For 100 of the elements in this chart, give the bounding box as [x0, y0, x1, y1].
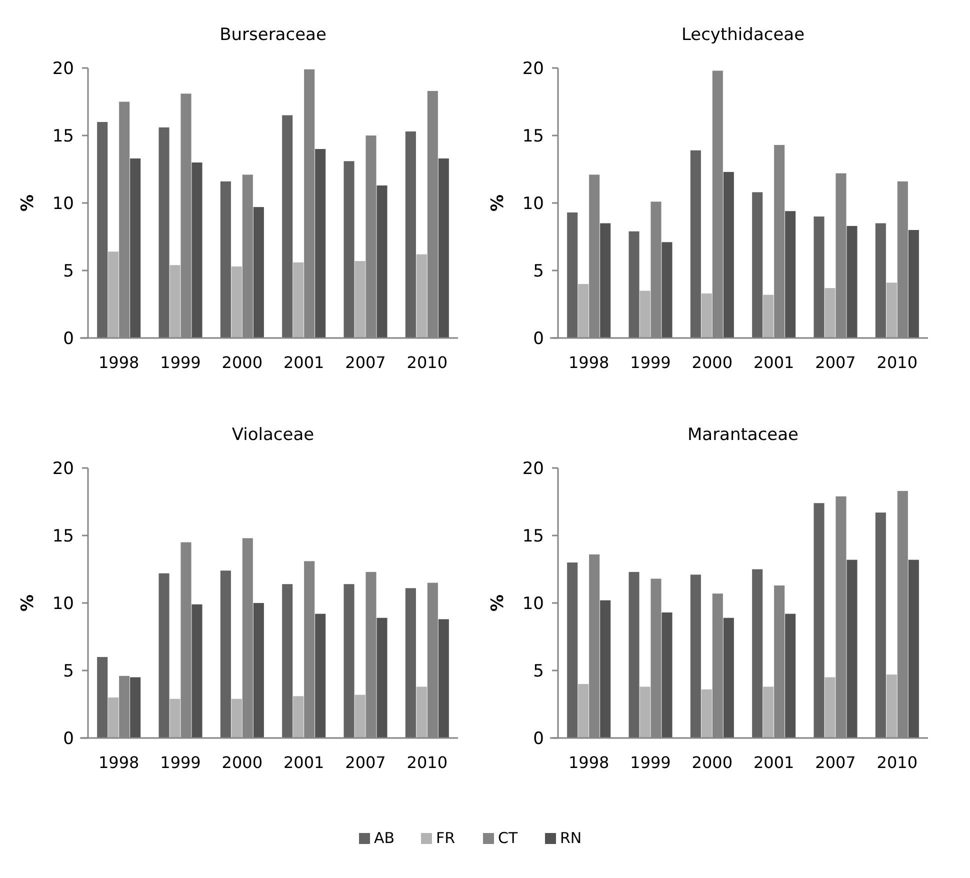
legend-label: RN: [560, 829, 582, 847]
x-tick-label: 1999: [630, 353, 671, 372]
bar: [567, 212, 578, 338]
x-tick-label: 2000: [222, 353, 263, 372]
x-tick-label: 2010: [876, 353, 918, 372]
x-tick-label: 2001: [753, 353, 794, 372]
bar: [875, 223, 886, 338]
bar: [628, 572, 640, 738]
y-tick-label: 10: [52, 194, 74, 214]
bar: [578, 284, 589, 338]
bar: [824, 677, 836, 738]
bar: [640, 686, 650, 738]
x-tick-label: 1999: [630, 753, 671, 772]
x-tick-label: 1998: [98, 353, 140, 372]
x-tick-label: 1998: [568, 353, 610, 372]
bar: [130, 677, 141, 738]
y-tick-label: 10: [522, 594, 544, 614]
bar: [875, 512, 886, 738]
bar: [846, 560, 858, 738]
bar: [567, 562, 578, 738]
bar: [416, 686, 427, 738]
chart-title: Lecythidaceae: [681, 25, 805, 45]
bar: [344, 584, 354, 738]
bar: [824, 288, 836, 338]
bar: [282, 584, 293, 738]
bar: [315, 149, 326, 338]
bar: [814, 503, 824, 738]
y-tick-label: 20: [522, 58, 544, 79]
y-axis-title: %: [18, 194, 38, 212]
x-tick-label: 2007: [345, 753, 386, 772]
y-tick-label: 15: [52, 126, 74, 146]
y-axis-title: %: [488, 194, 508, 212]
bar: [293, 696, 304, 738]
x-tick-label: 2001: [283, 753, 324, 772]
bar: [192, 162, 202, 338]
y-tick-label: 5: [533, 261, 544, 282]
y-tick-label: 15: [52, 526, 74, 546]
bar: [315, 614, 326, 738]
bar: [158, 573, 170, 738]
x-tick-label: 2000: [692, 753, 733, 772]
legend-label: CT: [498, 829, 518, 847]
bar: [354, 694, 366, 738]
bar: [814, 216, 824, 338]
y-axis-title: %: [18, 594, 38, 612]
y-tick-label: 20: [52, 458, 74, 479]
bar: [405, 588, 416, 738]
x-tick-label: 1998: [98, 753, 140, 772]
y-tick-label: 15: [522, 526, 544, 546]
bar: [170, 265, 180, 338]
bar: [130, 158, 141, 338]
y-tick-label: 0: [63, 328, 74, 349]
bar: [253, 207, 264, 338]
bar: [763, 294, 774, 338]
bar: [158, 127, 170, 338]
x-tick-label: 2001: [753, 753, 794, 772]
x-tick-label: 1998: [568, 753, 610, 772]
bar: [662, 242, 672, 338]
bar: [886, 282, 897, 338]
bar: [600, 600, 611, 738]
x-tick-label: 2010: [406, 353, 448, 372]
x-tick-label: 2007: [815, 353, 856, 372]
bar: [192, 604, 202, 738]
bar: [108, 698, 119, 738]
x-tick-label: 2001: [283, 353, 324, 372]
bar: [701, 689, 712, 738]
bar: [908, 230, 919, 338]
bar: [231, 266, 242, 338]
bar: [282, 115, 293, 338]
bar: [723, 618, 734, 738]
x-tick-label: 2007: [815, 753, 856, 772]
bar: [723, 172, 734, 338]
y-tick-label: 0: [63, 728, 74, 749]
chart-title: Violaceae: [232, 425, 314, 445]
bar: [405, 131, 416, 338]
y-tick-label: 5: [63, 261, 74, 282]
bar: [220, 181, 231, 338]
y-tick-label: 10: [522, 194, 544, 214]
bar: [170, 698, 180, 738]
bar: [293, 262, 304, 338]
bar: [908, 560, 919, 738]
y-tick-label: 20: [52, 58, 74, 79]
y-tick-label: 5: [533, 661, 544, 682]
bar: [438, 619, 449, 738]
x-tick-label: 2000: [692, 353, 733, 372]
bar: [752, 192, 763, 338]
legend-label: AB: [374, 829, 395, 847]
bar: [578, 684, 589, 738]
bar: [752, 569, 763, 738]
y-tick-label: 5: [63, 661, 74, 682]
bar: [785, 211, 796, 338]
bar: [344, 161, 354, 338]
bar: [231, 698, 242, 738]
bar: [376, 618, 388, 738]
x-tick-label: 1999: [160, 353, 201, 372]
x-tick-label: 2000: [222, 753, 263, 772]
bar: [600, 223, 611, 338]
y-tick-label: 0: [533, 728, 544, 749]
y-tick-label: 20: [522, 458, 544, 479]
bar: [354, 261, 366, 338]
bar: [763, 686, 774, 738]
